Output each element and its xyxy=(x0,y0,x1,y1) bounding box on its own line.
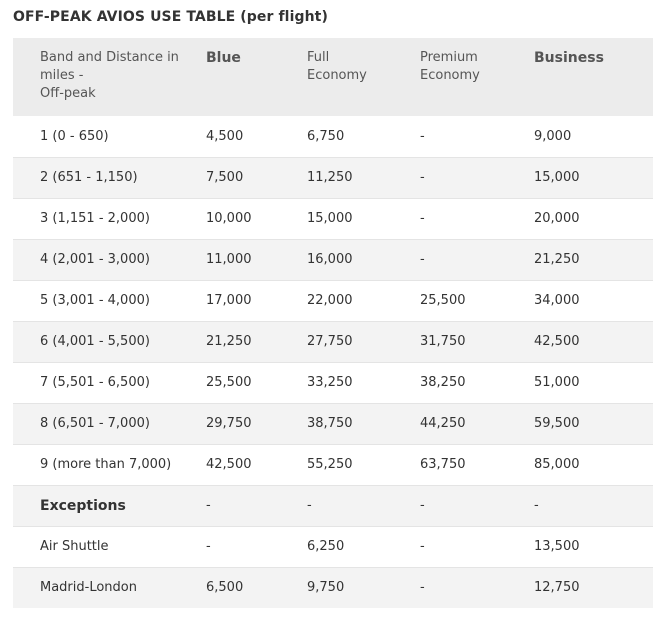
full-economy-cell: 6,750 xyxy=(307,116,420,158)
header-premium-economy-line: Premium xyxy=(420,50,478,65)
header-row: Band and Distance in miles - Off-peak Blue… xyxy=(13,38,653,116)
blue-cell: 42,500 xyxy=(206,444,307,486)
premium-economy-cell: - xyxy=(420,580,425,596)
blue-cell: 25,500 xyxy=(206,362,307,404)
table-row: 5 (3,001 - 4,000) 17,000 22,000 25,500 34,00… xyxy=(13,280,653,322)
business-cell: 13,500 xyxy=(534,526,653,568)
business-cell: 21,250 xyxy=(534,239,653,281)
band-cell: 6 (4,001 - 5,500) xyxy=(13,321,206,363)
business-cell: - xyxy=(534,485,653,527)
table-row: 2 (651 - 1,150) 7,500 11,250-15,000 xyxy=(13,157,653,199)
table-title: OFF-PEAK AVIOS USE TABLE (per flight) xyxy=(13,9,328,25)
band-cell: 4 (2,001 - 3,000) xyxy=(13,239,206,281)
header-full-economy-line: Full xyxy=(307,50,330,65)
blue-cell: 17,000 xyxy=(206,280,307,322)
premium-economy-cell: - xyxy=(420,116,534,158)
full-economy-cell: 11,250 xyxy=(307,157,420,199)
full-economy-cell: 38,750 xyxy=(307,403,420,445)
premium-economy-cell: - xyxy=(420,526,534,568)
table-row: 6 (4,001 - 5,500) 21,250 27,750 31,750 42,50… xyxy=(13,321,653,363)
blue-cell: - xyxy=(206,485,307,527)
business-cell: 85,000 xyxy=(534,444,653,486)
premium-economy-cell: - xyxy=(420,157,534,199)
table-row: 4 (2,001 - 3,000) 11,000 16,000-21,250 xyxy=(13,239,653,281)
blue-cell: 6,500 xyxy=(206,580,244,596)
avios-table: Band and Distance in miles - Off-peak Blue… xyxy=(13,38,653,608)
table-row: 7 (5,501 - 6,500) 25,500 33,250 38,250 51,00… xyxy=(13,362,653,404)
premium-economy-cell: 31,750 xyxy=(420,321,534,363)
blue-cell: 7,500 xyxy=(206,157,307,199)
premium-economy-cell: - xyxy=(420,239,534,281)
band-cell: Exceptions xyxy=(13,485,206,527)
band-cell: Air Shuttle xyxy=(13,526,206,568)
business-cell: 34,000 xyxy=(534,280,653,322)
table-row: 1 (0 - 650) 4,500 6,750-9,000 xyxy=(13,116,653,158)
band-cell: 7 (5,501 - 6,500) xyxy=(13,362,206,404)
table-row: 3 (1,151 - 2,000) 10,000 15,000-20,000 xyxy=(13,198,653,240)
blue-cell: - xyxy=(206,526,307,568)
premium-economy-cell: 44,250 xyxy=(420,403,534,445)
table-row: 8 (6,501 - 7,000) 29,750 38,750 44,250 59,50… xyxy=(13,403,653,445)
header-full-economy-line: Economy xyxy=(307,68,367,83)
blue-cell: 11,000 xyxy=(206,239,307,281)
blue-cell: 10,000 xyxy=(206,198,307,240)
header-premium-economy-line: Economy xyxy=(420,68,480,83)
business-cell: 59,500 xyxy=(534,403,653,445)
band-cell: 2 (651 - 1,150) xyxy=(13,157,206,199)
header-blue: Blue xyxy=(206,38,307,116)
header-blue-line: Blue xyxy=(206,50,241,66)
table-header: Band and Distance in miles - Off-peak Blue… xyxy=(13,38,653,116)
table-body: 1 (0 - 650) 4,500 6,750-9,000 2 (651 - 1,15… xyxy=(13,116,653,608)
premium-economy-cell: 38,250 xyxy=(420,362,534,404)
header-full-economy: Full Economy xyxy=(307,38,420,116)
business-cell: 9,000 xyxy=(534,116,653,158)
full-economy-cell: 15,000 xyxy=(307,198,420,240)
table-row: Exceptions - - - - xyxy=(13,485,653,527)
band-cell: 3 (1,151 - 2,000) xyxy=(13,198,206,240)
band-cell: 5 (3,001 - 4,000) xyxy=(13,280,206,322)
full-economy-cell: 27,750 xyxy=(307,321,420,363)
full-economy-cell: 6,250 xyxy=(307,526,420,568)
header-premium-economy: Premium Economy xyxy=(420,38,534,116)
business-cell: 20,000 xyxy=(534,198,653,240)
header-band-distance-line: Band and Distance in miles - xyxy=(40,50,179,83)
full-economy-cell: 33,250 xyxy=(307,362,420,404)
header-business: Business xyxy=(534,38,653,116)
band-cell: 9 (more than 7,000) xyxy=(13,444,206,486)
premium-economy-cell: 25,500 xyxy=(420,280,534,322)
blue-cell: 29,750 xyxy=(206,403,307,445)
band-cell: 1 (0 - 650) xyxy=(13,116,206,158)
business-cell: 42,500 xyxy=(534,321,653,363)
business-cell: 51,000 xyxy=(534,362,653,404)
full-economy-cell: - xyxy=(307,485,420,527)
premium-economy-cell: - xyxy=(420,485,534,527)
header-business-line: Business xyxy=(534,50,604,66)
blue-cell: 21,250 xyxy=(206,321,307,363)
table-row: 9 (more than 7,000) 42,500 55,250 63,750 85,… xyxy=(13,444,653,486)
business-cell: 12,750 xyxy=(534,580,580,596)
header-band-distance: Band and Distance in miles - Off-peak xyxy=(13,38,206,116)
business-cell: 15,000 xyxy=(534,157,653,199)
full-economy-cell: 55,250 xyxy=(307,444,420,486)
band-cell: 8 (6,501 - 7,000) xyxy=(13,403,206,445)
table-row: Air Shuttle -6,250-13,500 xyxy=(13,526,653,568)
full-economy-cell: 9,750 xyxy=(307,580,345,596)
premium-economy-cell: - xyxy=(420,198,534,240)
header-band-distance-line: Off-peak xyxy=(40,86,96,101)
full-economy-cell: 16,000 xyxy=(307,239,420,281)
band-cell: Madrid-London xyxy=(40,580,137,596)
table-row: Madrid-London 6,500 9,750 - 12,750 xyxy=(13,567,653,608)
full-economy-cell: 22,000 xyxy=(307,280,420,322)
premium-economy-cell: 63,750 xyxy=(420,444,534,486)
blue-cell: 4,500 xyxy=(206,116,307,158)
